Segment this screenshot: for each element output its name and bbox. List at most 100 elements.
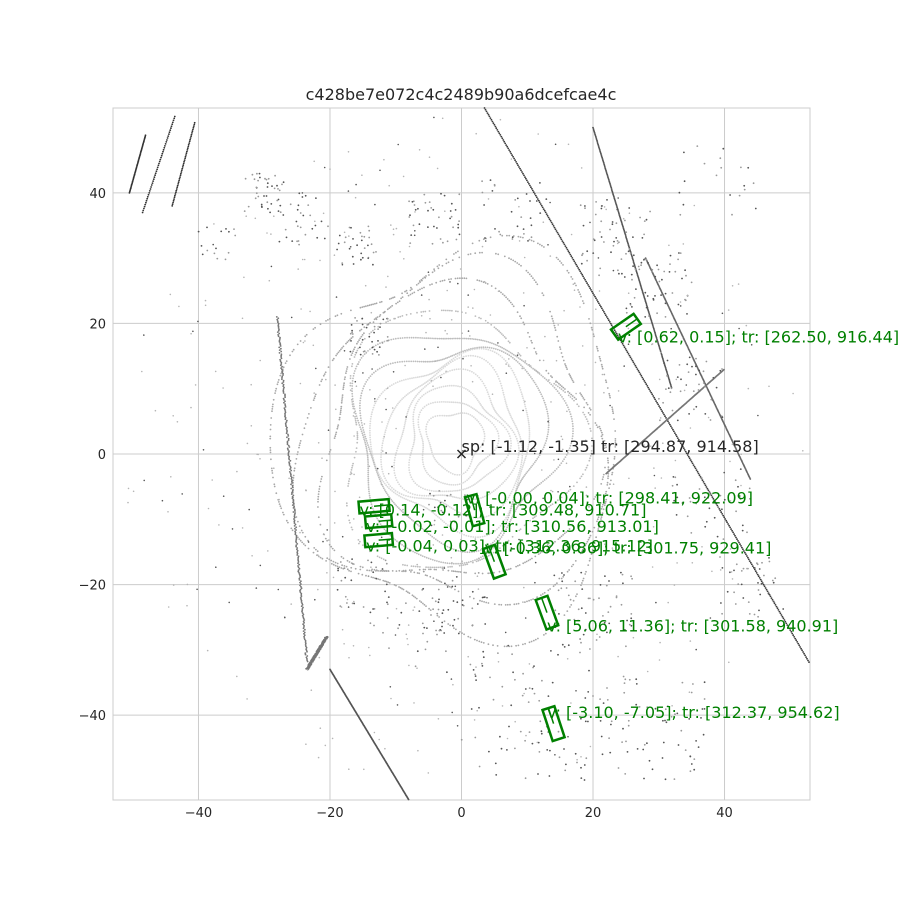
lidar-point — [550, 375, 552, 377]
lidar-point — [457, 590, 460, 593]
lidar-point — [428, 382, 431, 384]
lidar-point — [281, 183, 283, 186]
lidar-point — [572, 381, 575, 383]
lidar-point — [434, 370, 437, 373]
lidar-point — [367, 481, 370, 484]
lidar-point — [487, 393, 490, 396]
lidar-point — [415, 522, 418, 525]
lidar-point — [429, 443, 431, 446]
lidar-point — [743, 550, 745, 552]
lidar-point — [470, 560, 472, 563]
lidar-point — [511, 515, 514, 518]
lidar-point — [476, 419, 478, 422]
lidar-point — [670, 425, 672, 428]
lidar-point — [553, 574, 556, 577]
lidar-point — [322, 374, 325, 377]
lidar-point — [354, 415, 356, 418]
lidar-point — [411, 399, 414, 402]
lidar-point — [190, 135, 193, 138]
lidar-point — [562, 575, 565, 578]
lidar-point — [513, 358, 516, 361]
lidar-point — [692, 464, 695, 466]
lidar-point — [281, 376, 283, 379]
lidar-point — [251, 173, 254, 176]
lidar-point — [424, 201, 427, 204]
lidar-point — [181, 167, 184, 170]
lidar-point — [525, 409, 528, 412]
lidar-point — [756, 573, 759, 576]
lidar-point — [510, 704, 513, 707]
lidar-point — [430, 489, 433, 492]
lidar-point — [510, 258, 512, 261]
lidar-point — [437, 371, 440, 374]
lidar-point — [494, 287, 497, 290]
lidar-point — [490, 414, 492, 417]
lidar-point — [695, 469, 698, 471]
lidar-point — [497, 375, 499, 378]
lidar-point — [615, 222, 618, 225]
lidar-point — [525, 523, 527, 526]
lidar-point — [372, 303, 374, 306]
lidar-point — [565, 531, 568, 533]
lidar-point — [440, 192, 442, 195]
lidar-point — [540, 594, 542, 596]
lidar-point — [501, 534, 504, 536]
lidar-point — [424, 310, 427, 313]
lidar-point — [300, 595, 303, 598]
lidar-point — [574, 580, 577, 583]
lidar-point — [521, 446, 524, 449]
lidar-point — [261, 206, 263, 209]
lidar-point — [523, 174, 525, 177]
lidar-point — [279, 338, 281, 340]
lidar-point — [526, 600, 528, 603]
lidar-point — [359, 412, 362, 414]
lidar-point — [282, 511, 284, 514]
lidar-point — [482, 557, 485, 560]
lidar-point — [677, 744, 680, 746]
lidar-point — [299, 574, 301, 577]
lidar-point — [515, 463, 517, 466]
lidar-point — [430, 417, 432, 420]
lidar-point — [428, 475, 431, 477]
lidar-point — [403, 570, 405, 573]
lidar-point — [569, 444, 572, 447]
lidar-point — [371, 505, 373, 508]
lidar-point — [359, 231, 362, 234]
lidar-point — [548, 505, 550, 508]
lidar-point — [693, 768, 696, 771]
lidar-point — [645, 258, 648, 261]
lidar-point — [446, 562, 449, 565]
lidar-point — [496, 444, 499, 447]
lidar-point — [555, 468, 558, 470]
lidar-point — [270, 203, 273, 205]
lidar-point — [557, 653, 559, 656]
lidar-point — [316, 550, 319, 553]
lidar-point — [279, 374, 282, 377]
lidar-point — [607, 468, 610, 471]
lidar-point — [722, 147, 725, 150]
lidar-point — [293, 516, 296, 519]
lidar-point — [469, 476, 471, 478]
lidar-point — [434, 478, 436, 481]
lidar-point — [287, 439, 290, 441]
lidar-point — [367, 244, 369, 247]
lidar-point — [284, 411, 287, 414]
lidar-point — [304, 535, 307, 538]
lidar-point — [589, 648, 591, 650]
lidar-point — [489, 341, 491, 344]
lidar-point — [490, 532, 493, 535]
lidar-point — [703, 698, 706, 700]
lidar-point — [391, 411, 394, 414]
lidar-point — [445, 371, 447, 374]
lidar-point — [608, 487, 610, 489]
lidar-point — [504, 421, 506, 423]
lidar-point — [389, 417, 391, 419]
lidar-point — [429, 377, 432, 380]
lidar-point — [365, 447, 368, 450]
lidar-point — [527, 446, 530, 448]
lidar-point — [476, 375, 479, 377]
lidar-point — [296, 453, 299, 456]
lidar-point — [458, 474, 461, 476]
lidar-point — [406, 547, 409, 550]
lidar-point — [494, 762, 497, 765]
